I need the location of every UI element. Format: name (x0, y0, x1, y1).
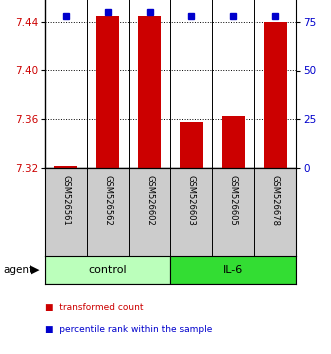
Bar (54, 166, 77, 168)
Text: ▶: ▶ (31, 265, 40, 275)
Text: GSM526602: GSM526602 (145, 175, 154, 226)
Text: GSM526605: GSM526605 (229, 175, 238, 226)
Bar (170, 256, 296, 284)
Bar (96, 16, 119, 168)
Bar (222, 116, 245, 168)
Bar (138, 16, 161, 168)
Text: control: control (88, 265, 127, 275)
Text: GSM526678: GSM526678 (270, 175, 280, 226)
Text: GSM526562: GSM526562 (103, 175, 112, 226)
Text: ■  transformed count: ■ transformed count (45, 303, 144, 313)
Bar (45, 256, 170, 284)
Text: GSM526561: GSM526561 (62, 175, 71, 226)
Bar (180, 122, 203, 168)
Text: IL-6: IL-6 (223, 265, 243, 275)
Bar (263, 22, 287, 168)
Text: ■  percentile rank within the sample: ■ percentile rank within the sample (45, 325, 213, 334)
Text: agent: agent (3, 265, 33, 275)
Text: GSM526603: GSM526603 (187, 175, 196, 226)
